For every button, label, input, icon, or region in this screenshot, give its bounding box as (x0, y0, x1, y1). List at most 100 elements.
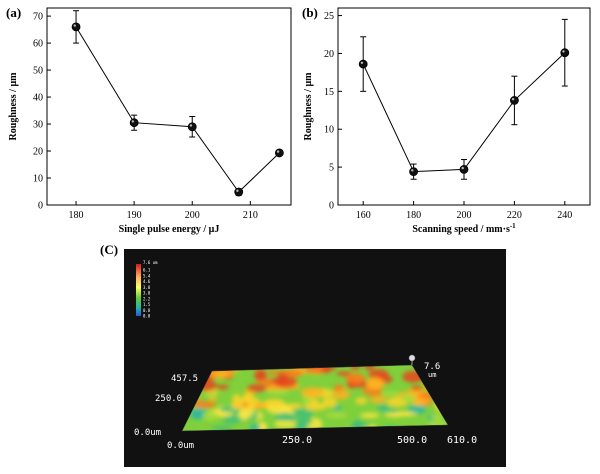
data-point-highlight (562, 50, 565, 53)
surface-texture-blob (243, 392, 254, 402)
y-tick-label: 40 (33, 93, 43, 104)
y-tick-label: 20 (33, 147, 43, 158)
surface-texture-blob (384, 412, 404, 418)
surface-texture-blob (274, 412, 295, 421)
surface-texture-blob (333, 384, 344, 392)
data-point (509, 96, 519, 105)
surface-texture-blob (369, 396, 388, 404)
color-scale-value: 0.8 (143, 308, 151, 313)
surface-texture-blob (230, 401, 244, 410)
surface-texture-blob (355, 397, 368, 405)
y-tick-label: 30 (33, 120, 43, 131)
x-axis-mid-label: 250.0 (282, 435, 312, 446)
y-tick-label: 10 (33, 174, 43, 185)
color-scale-bar (136, 264, 141, 316)
surface-texture-blob (322, 396, 337, 408)
z-axis-unit-label: um (428, 371, 436, 379)
data-point-highlight (461, 166, 464, 170)
color-scale-value: 2.2 (143, 296, 151, 301)
surface-texture-blob (345, 372, 366, 384)
panel-c-letter: (C) (100, 242, 118, 257)
surface-texture-blob (410, 385, 423, 391)
surface-texture-blob (401, 394, 416, 403)
data-point (358, 59, 368, 69)
data-point-highlight (360, 61, 364, 64)
surface-profile-panel: (C) 7.6 um 6.1 5.4 4.6 3.8 3.0 2.2 1.5 0.8 0.0 7… (0, 240, 600, 469)
data-point-highlight (411, 169, 414, 172)
surface-texture-blob (296, 417, 313, 426)
y-tick-label: 0 (329, 201, 334, 212)
x-axis-zero-label: 0.0um (167, 441, 194, 451)
surface-texture-blob (274, 420, 297, 428)
data-point (129, 118, 139, 128)
x-tick-label: 190 (127, 210, 142, 221)
z-axis-max-label: 7.6 (424, 362, 440, 372)
y-axis-label: Roughness / μm (8, 72, 19, 141)
x-axis-max-label: 610.0 (447, 435, 477, 446)
surface-texture-blob (300, 387, 324, 398)
surface-texture-blob (254, 371, 267, 381)
x-tick-label: 180 (406, 210, 421, 221)
x-tick-label: 160 (356, 210, 371, 221)
x-axis-label: Scanning speed / mm·s-1 (412, 222, 516, 235)
surface-texture-blob (274, 376, 298, 388)
color-scale-value: 3.8 (143, 285, 151, 290)
color-scale-top-label: 7.6 um (143, 260, 158, 265)
x-tick-label: 220 (507, 210, 522, 221)
data-point (234, 187, 244, 197)
data-point (560, 48, 570, 58)
x-axis-label-superscript: -1 (510, 222, 516, 230)
y-tick-label: 0 (38, 201, 43, 212)
surface-texture-blob (284, 369, 303, 378)
y-tick-label: 5 (329, 163, 334, 174)
color-scale-value: 5.4 (143, 273, 151, 278)
surface-texture-blob (263, 398, 286, 408)
surface-texture-blob (379, 391, 401, 396)
color-scale-value: 3.0 (143, 291, 151, 296)
surface-texture-blob (202, 410, 218, 422)
color-scale-value: 0.0 (143, 314, 151, 319)
chart-panel-b: 160 180 200 220 240 0 5 10 15 20 25 (b) Scanning spe… (300, 0, 600, 240)
data-point (71, 22, 81, 32)
x-axis-label: Single pulse energy / μJ (119, 224, 220, 235)
plot-frame (46, 7, 292, 206)
y-axis-mid-label: 250.0 (155, 394, 182, 404)
data-point-highlight (73, 24, 76, 27)
surface-texture-blob (431, 413, 443, 421)
surface-texture-blob (351, 423, 372, 428)
x-tick-label: 200 (457, 210, 472, 221)
surface-texture-blob (360, 412, 380, 418)
surface-3d-image: (C) 7.6 um 6.15.44.63.83.02.21.50.80.0 7… (100, 242, 506, 467)
data-point-highlight (276, 150, 280, 153)
surface-texture-blob (366, 377, 382, 390)
surface-texture-blob (290, 408, 314, 419)
data-point-highlight (189, 124, 193, 127)
y-tick-label: 10 (324, 125, 334, 136)
y-tick-label: 60 (33, 39, 43, 50)
y-axis-zero-label: 0.0um (134, 428, 161, 438)
surface-texture-blob (216, 372, 236, 377)
surface-texture-blob (407, 405, 428, 413)
y-tick-label: 20 (324, 49, 334, 60)
surface-texture-blob (239, 406, 255, 418)
y-axis-label: Roughness / μm (303, 72, 314, 141)
surface-texture-blob (247, 402, 256, 409)
x-tick-label: 200 (185, 210, 200, 221)
panel-letter: (b) (302, 5, 318, 20)
x-tick-label: 180 (69, 210, 84, 221)
surface-texture-blob (206, 391, 216, 399)
color-scale-value: 4.6 (143, 279, 151, 284)
surface-outline (181, 364, 449, 432)
chart-b-svg: 160 180 200 220 240 0 5 10 15 20 25 (b) Scanning spe… (302, 5, 591, 235)
y-tick-label: 70 (33, 12, 43, 23)
data-point (459, 164, 469, 174)
series-line (362, 52, 566, 173)
surface-texture-blob (215, 384, 230, 390)
data-point (187, 122, 197, 132)
surface-texture-blob (336, 371, 352, 376)
surface-texture-blob (211, 425, 233, 431)
data-point-highlight (131, 120, 135, 123)
surface-texture-blob (192, 400, 217, 409)
surface-texture-blob (252, 402, 268, 409)
data-point-highlight (511, 97, 515, 101)
